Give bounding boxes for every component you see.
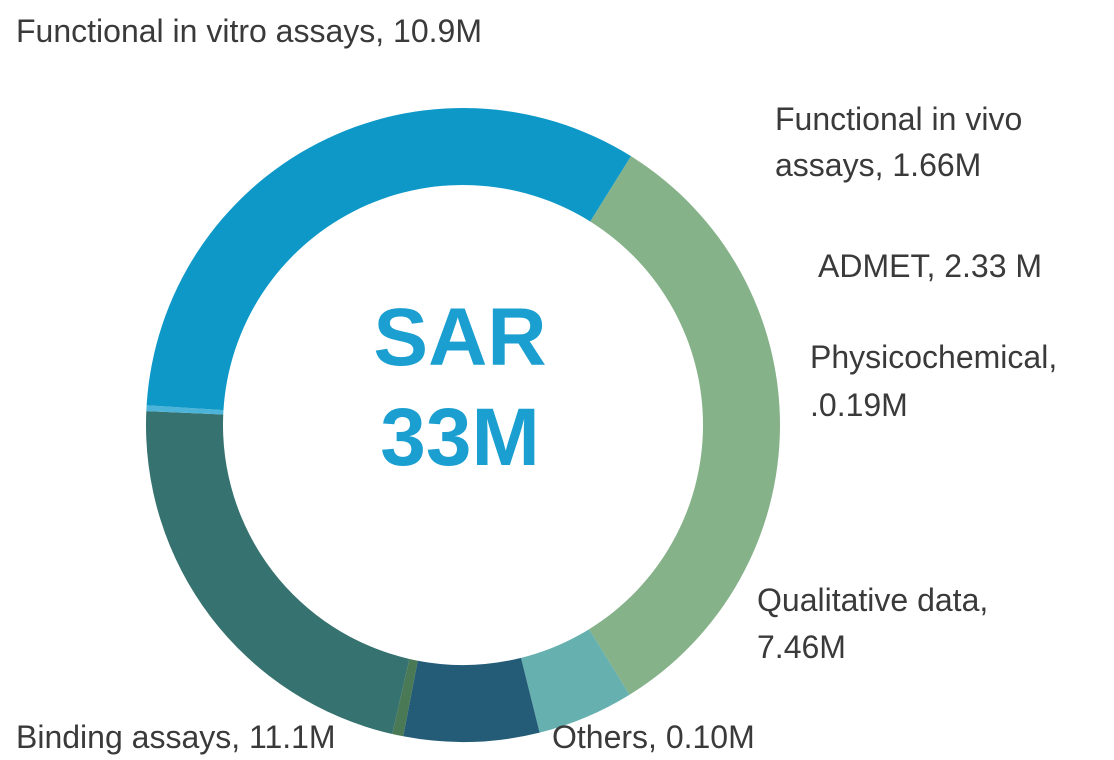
- center-title: SAR: [373, 292, 547, 383]
- donut-slice-4: [146, 411, 410, 734]
- donut-slice-5: [146, 405, 224, 415]
- donut-slice-6: [146, 108, 631, 411]
- label-qualitative-data-line1: Qualitative data,: [757, 582, 989, 618]
- label-admet: ADMET, 2.33 M: [818, 248, 1043, 284]
- label-qualitative-data-line2: 7.46M: [757, 629, 846, 665]
- label-physicochemical-line2: .0.19M: [810, 387, 908, 423]
- label-functional-in-vivo-line1: Functional in vivo: [775, 101, 1023, 137]
- label-others: Others, 0.10M: [552, 719, 755, 755]
- donut-slice-1: [521, 629, 630, 733]
- label-functional-in-vitro: Functional in vitro assays, 10.9M: [16, 13, 482, 49]
- label-physicochemical-line1: Physicochemical,: [810, 339, 1058, 375]
- center-value: 33M: [380, 392, 540, 483]
- donut-slice-2: [403, 657, 540, 742]
- donut-slice-3: [392, 658, 418, 737]
- label-binding-assays: Binding assays, 11.1M: [16, 719, 336, 755]
- label-functional-in-vivo-line2: assays, 1.66M: [775, 147, 982, 183]
- donut-slice-0: [589, 156, 780, 695]
